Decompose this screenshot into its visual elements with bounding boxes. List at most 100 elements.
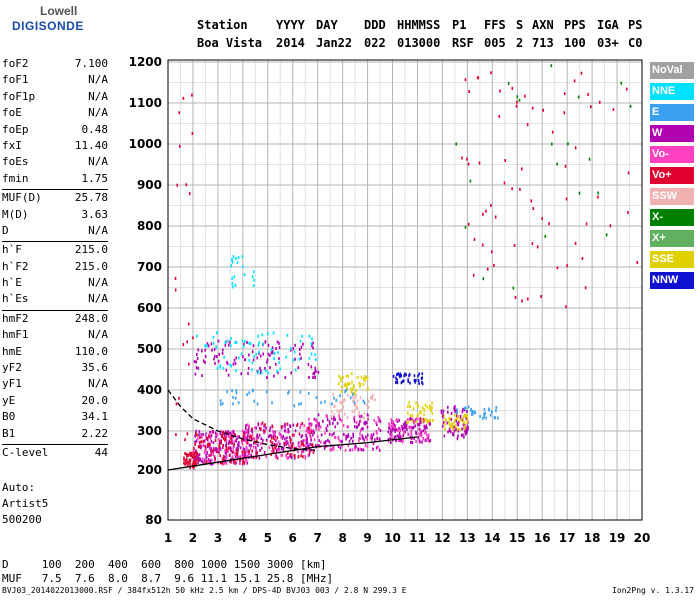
echo-point <box>204 348 207 352</box>
echo-point <box>255 455 258 459</box>
echo-point <box>260 422 263 426</box>
echo-point <box>407 378 409 382</box>
echo-point <box>359 432 361 436</box>
echo-point <box>459 428 461 432</box>
echo-point <box>203 439 206 443</box>
echo-point <box>408 426 411 430</box>
echo-point <box>224 461 227 465</box>
echo-point <box>504 158 506 162</box>
x-tick-label: 11 <box>409 531 426 545</box>
echo-point <box>462 415 465 419</box>
echo-point <box>329 422 331 426</box>
echo-point <box>231 430 233 434</box>
echo-point <box>279 367 281 371</box>
echo-point <box>238 444 240 448</box>
echo-point <box>399 429 402 433</box>
auto-program: Artist5 <box>2 497 49 510</box>
echo-point <box>331 433 333 437</box>
echo-point <box>300 423 302 427</box>
echo-point <box>242 447 245 451</box>
echo-point <box>483 407 486 411</box>
echo-point <box>266 376 268 380</box>
echo-point <box>277 440 280 444</box>
echo-point <box>260 371 263 375</box>
echo-point <box>285 454 287 458</box>
echo-point <box>496 416 499 420</box>
echo-point <box>338 414 341 418</box>
echo-point <box>340 408 342 412</box>
echo-point <box>366 388 369 392</box>
echo-point <box>320 440 322 444</box>
echo-point <box>221 445 224 449</box>
echo-point <box>417 436 420 440</box>
echo-point <box>360 375 363 379</box>
echo-point <box>286 439 288 443</box>
echo-point <box>448 427 451 431</box>
echo-point <box>392 374 395 378</box>
echo-point <box>491 410 493 414</box>
echo-point <box>455 414 458 418</box>
echo-point <box>351 409 354 413</box>
echo-point <box>223 355 225 359</box>
parameter-row-fof1p: foF1p N/A <box>2 90 108 106</box>
echo-point <box>233 442 235 446</box>
echo-point <box>421 372 424 376</box>
echo-point <box>526 123 529 127</box>
echo-point <box>200 433 203 437</box>
echo-point <box>541 217 543 221</box>
echo-point <box>409 413 412 417</box>
echo-point <box>222 443 224 447</box>
echo-point <box>328 440 331 444</box>
echo-point <box>189 459 191 463</box>
echo-point <box>421 420 424 424</box>
echo-point <box>326 418 329 422</box>
echo-point <box>319 425 322 429</box>
parameter-name: yF1 <box>2 377 22 391</box>
echo-point <box>458 419 461 423</box>
echo-point <box>237 356 240 360</box>
echo-point <box>431 406 433 410</box>
echo-point <box>363 412 366 416</box>
echo-point <box>424 431 426 435</box>
echo-point <box>456 408 458 412</box>
y-tick-label: 400 <box>137 383 162 397</box>
echo-point <box>566 264 568 268</box>
echo-point <box>201 459 203 463</box>
echo-point <box>419 419 422 423</box>
echo-point <box>465 416 467 420</box>
echo-point <box>232 402 234 406</box>
echo-point <box>231 450 234 454</box>
echo-point <box>308 422 311 426</box>
echo-point <box>464 406 467 410</box>
echo-point <box>327 438 329 442</box>
echo-point <box>355 420 358 424</box>
echo-point <box>353 401 356 405</box>
parameter-row-fof1: foF1 N/A <box>2 73 108 89</box>
x-tick-label: 19 <box>609 531 626 545</box>
echo-point <box>453 413 456 417</box>
echo-point <box>419 411 421 415</box>
parameter-value: 11.40 <box>74 138 108 152</box>
echo-point <box>338 417 341 421</box>
echo-point <box>227 373 230 377</box>
y-tick-label: 600 <box>137 301 162 315</box>
echo-point <box>212 448 215 452</box>
echo-point <box>174 288 177 292</box>
echo-point <box>362 427 364 431</box>
echo-point <box>212 341 215 345</box>
echo-point <box>201 374 203 378</box>
echo-point <box>256 434 258 438</box>
echo-point <box>287 430 290 434</box>
parameter-row-ye: yE 20.0 <box>2 394 108 410</box>
echo-point <box>217 339 220 343</box>
echo-point <box>185 457 188 461</box>
echo-point <box>441 424 444 428</box>
echo-point <box>267 371 269 375</box>
parameter-divider <box>2 189 108 191</box>
echo-point <box>464 424 466 428</box>
echo-point <box>531 106 534 110</box>
x-tick-label: 9 <box>363 531 371 545</box>
echo-point <box>248 436 251 440</box>
echo-point <box>231 441 233 445</box>
echo-point <box>243 430 245 434</box>
